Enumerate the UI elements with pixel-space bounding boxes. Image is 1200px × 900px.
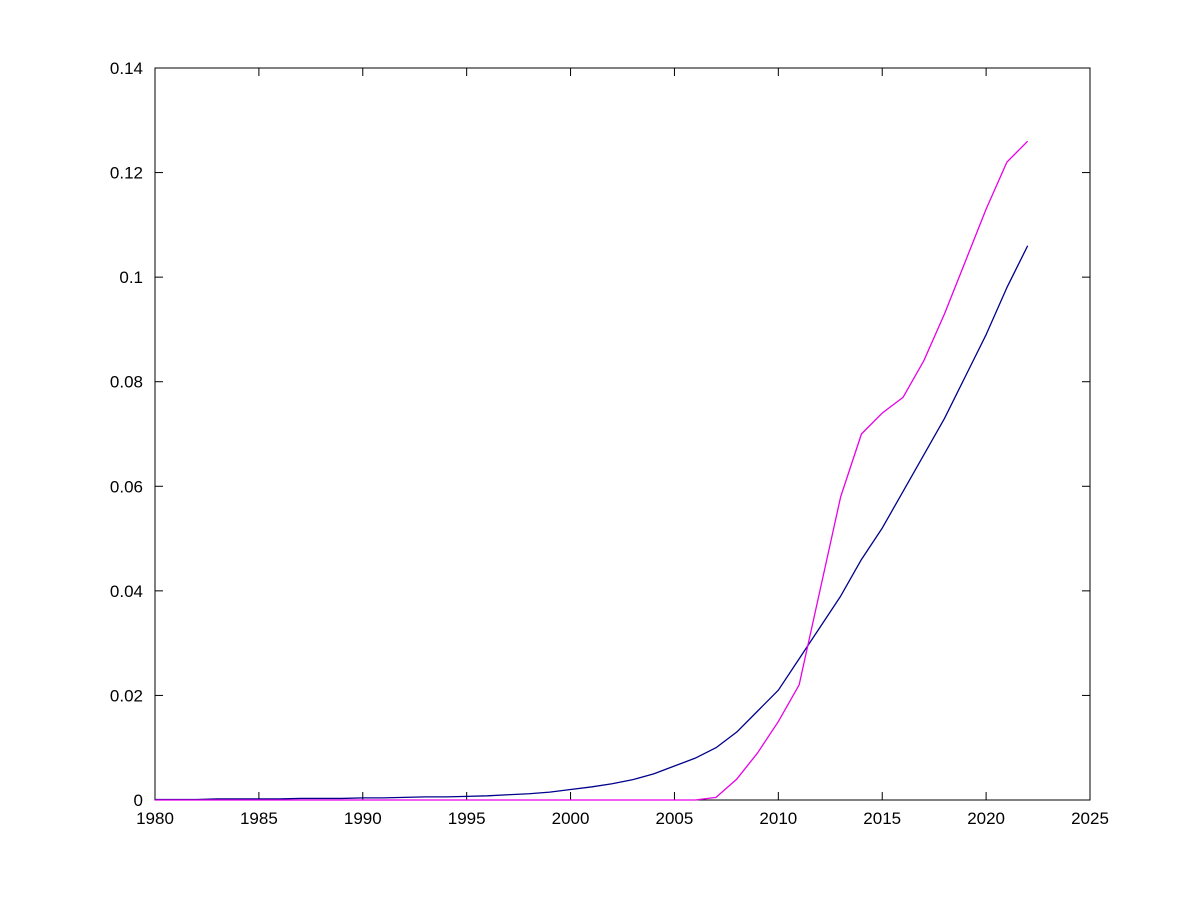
y-axis-tick-label: 0 <box>134 791 143 810</box>
x-axis-tick-label: 2025 <box>1071 809 1109 828</box>
magenta-line-series <box>155 140 1029 801</box>
y-axis-tick-label: 0.1 <box>119 268 143 287</box>
y-axis-tick-label: 0.02 <box>110 686 143 705</box>
x-axis-tick-label: 1990 <box>344 809 382 828</box>
y-axis-tick-label: 0.08 <box>110 373 143 392</box>
x-axis-tick-label: 2010 <box>759 809 797 828</box>
x-axis-tick-label: 1985 <box>240 809 278 828</box>
x-axis-tick-label: 2000 <box>552 809 590 828</box>
plot-frame <box>154 67 1091 801</box>
y-axis-tick-label: 0.14 <box>110 59 143 78</box>
y-axis-tick-label: 0.04 <box>110 582 143 601</box>
x-axis-tick-label: 1980 <box>136 809 174 828</box>
x-axis-tick-label: 1995 <box>448 809 486 828</box>
x-axis-tick-label: 2005 <box>656 809 694 828</box>
x-axis-tick-label: 2015 <box>863 809 901 828</box>
y-axis-tick-label: 0.06 <box>110 477 143 496</box>
x-axis-tick-label: 2020 <box>967 809 1005 828</box>
dark-blue-line-series <box>155 245 1029 801</box>
y-axis-tick-label: 0.12 <box>110 164 143 183</box>
